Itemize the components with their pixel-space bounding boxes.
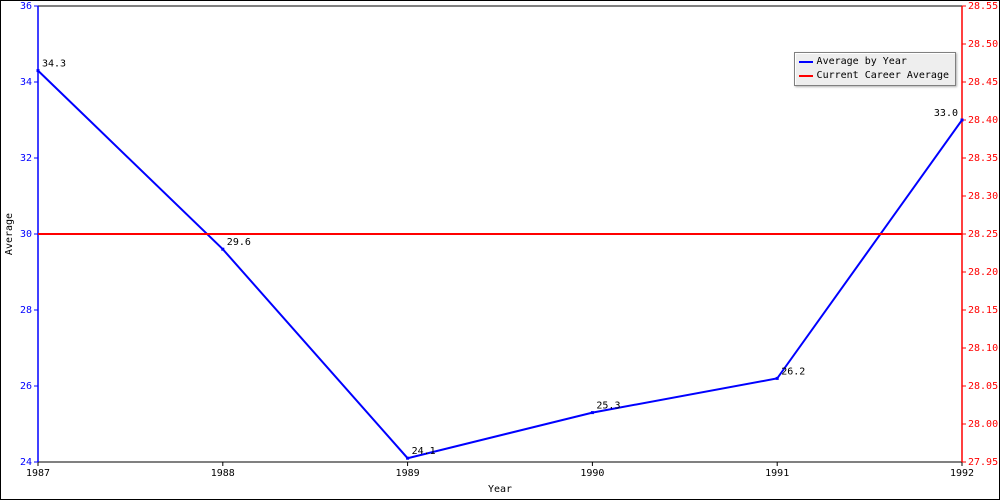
point-label: 34.3 [42,59,66,70]
y-right-tick-label: 28.05 [968,381,998,392]
legend-swatch [799,75,813,77]
chart-container: 1987 1988 1989 1990 1991 1992 Year 24 26 28 30 32 34… [0,0,1000,500]
point-label: 24.1 [412,446,436,457]
x-tick-label: 1991 [765,468,789,479]
y-left-tick-label: 36 [20,1,32,12]
y-right-tick-label: 28.10 [968,343,998,354]
y-right-tick-label: 28.30 [968,191,998,202]
y-right-tick-label: 28.15 [968,305,998,316]
y-right-tick-label: 28.45 [968,77,998,88]
legend-swatch [799,61,813,63]
y-right-tick-label: 28.25 [968,229,998,240]
y-left-tick-label: 30 [20,229,32,240]
y-left-tick-label: 28 [20,305,32,316]
y-right-tick-label: 28.20 [968,267,998,278]
y-left-tick-label: 32 [20,153,32,164]
series-marker [37,69,40,72]
series-marker [961,119,964,122]
x-tick-label: 1988 [211,468,235,479]
legend-label: Current Career Average [817,69,949,83]
y-right-tick-label: 28.40 [968,115,998,126]
legend: Average by YearCurrent Career Average [794,52,956,86]
y-right-tick-label: 28.00 [968,419,998,430]
series-marker [776,377,779,380]
x-tick-label: 1992 [950,468,974,479]
legend-item: Current Career Average [799,69,949,83]
y-right-tick-label: 28.35 [968,153,998,164]
y-right-tick-label: 28.50 [968,39,998,50]
y-left-tick-label: 26 [20,381,32,392]
legend-item: Average by Year [799,55,949,69]
series-marker [221,248,224,251]
point-label: 26.2 [781,366,805,377]
series-marker [406,457,409,460]
x-tick-label: 1989 [396,468,420,479]
x-tick-label: 1990 [580,468,604,479]
point-label: 25.3 [596,401,620,412]
series-marker [591,411,594,414]
point-label: 29.6 [227,237,251,248]
y-right-tick-label: 27.95 [968,457,998,468]
point-label: 33.0 [934,108,958,119]
y-left-axis-label: Average [4,213,15,255]
y-right-tick-label: 28.55 [968,1,998,12]
x-axis-label: Year [488,484,512,495]
y-left-tick-label: 24 [20,457,32,468]
x-tick-label: 1987 [26,468,50,479]
legend-label: Average by Year [817,55,907,69]
y-left-tick-label: 34 [20,77,32,88]
